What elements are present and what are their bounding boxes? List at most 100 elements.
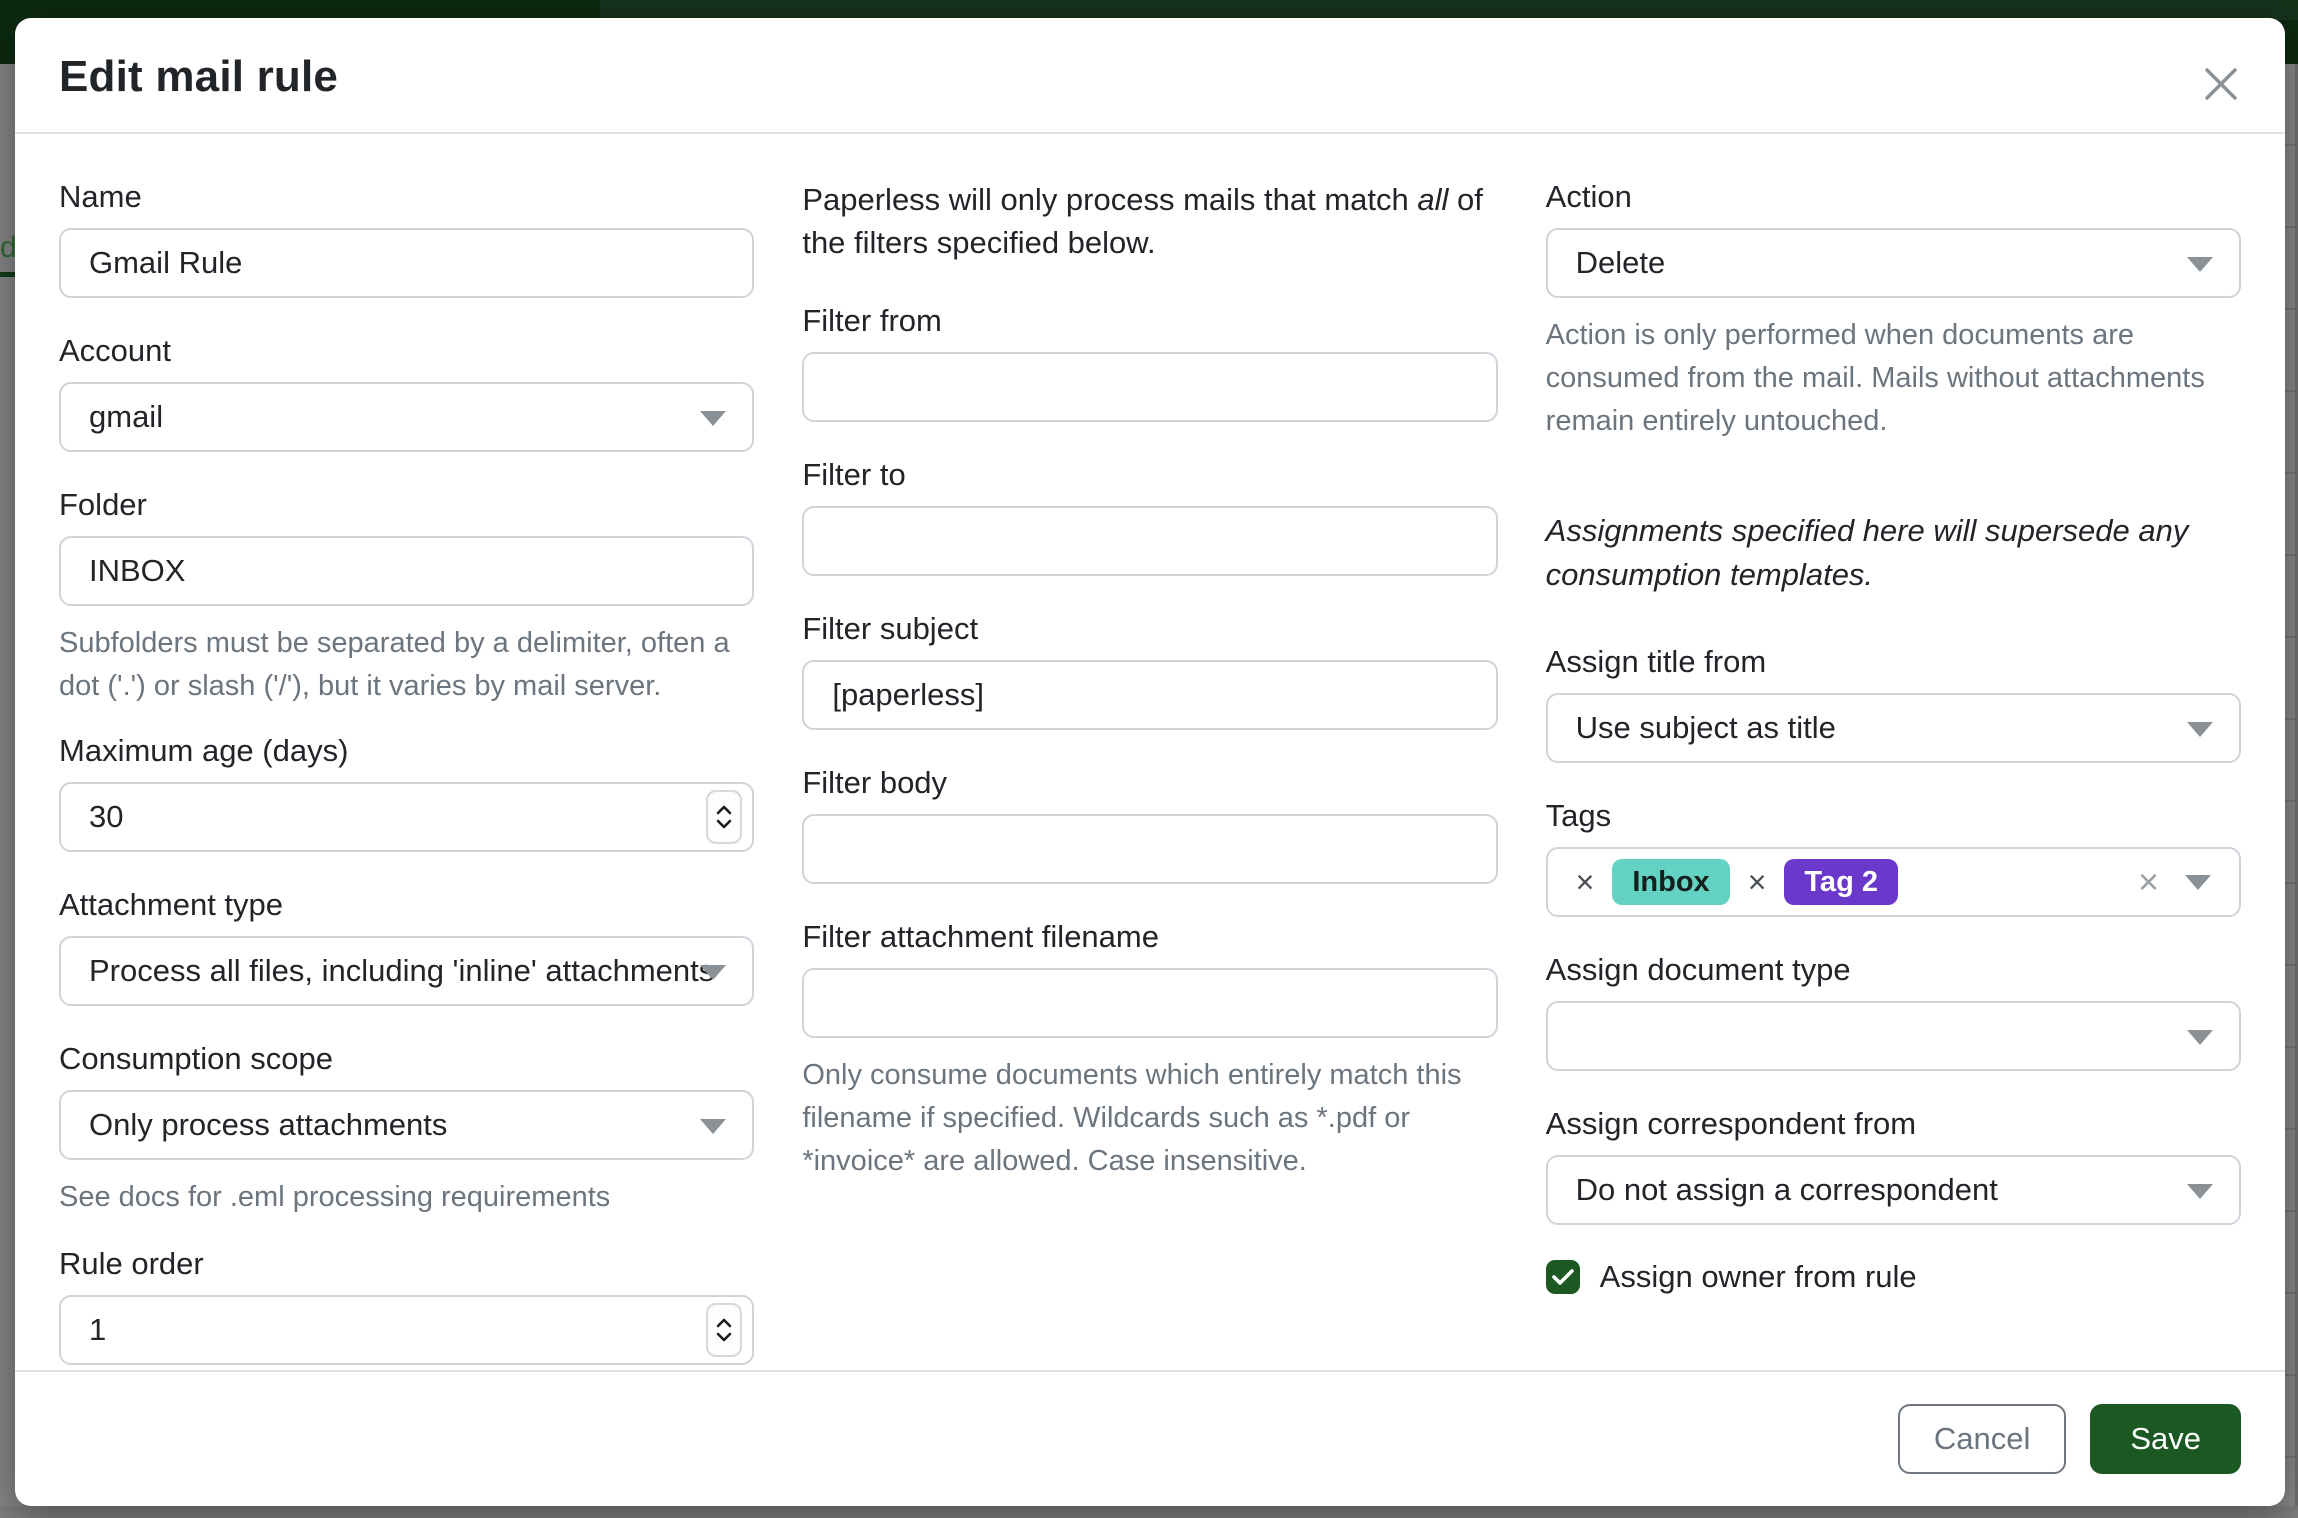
remove-tag-icon[interactable]: × xyxy=(1575,864,1595,900)
action-select[interactable]: Delete xyxy=(1545,228,2241,298)
tag-chip[interactable]: Inbox xyxy=(1612,859,1730,905)
attachment-type-value: Process all files, including 'inline' at… xyxy=(89,953,715,988)
chevron-down-icon xyxy=(2186,1030,2213,1045)
column-filters: Paperless will only process mails that m… xyxy=(802,178,1498,1370)
action-value: Delete xyxy=(1575,245,1666,280)
field-attachment-type: Attachment type Process all files, inclu… xyxy=(59,886,755,1006)
account-label: Account xyxy=(59,333,172,368)
tags-select[interactable]: × Inbox × Tag 2 × xyxy=(1545,847,2241,917)
assign-title-label: Assign title from xyxy=(1545,644,1767,679)
cancel-button[interactable]: Cancel xyxy=(1897,1404,2067,1474)
assign-correspondent-select[interactable]: Do not assign a correspondent xyxy=(1545,1155,2241,1225)
field-assign-correspondent: Assign correspondent from Do not assign … xyxy=(1545,1105,2241,1225)
filters-intro: Paperless will only process mails that m… xyxy=(802,182,1483,260)
chevron-down-icon xyxy=(700,1119,727,1134)
field-filter-body: Filter body xyxy=(802,764,1498,884)
remove-tag-icon[interactable]: × xyxy=(1747,864,1767,900)
account-select[interactable]: gmail xyxy=(59,382,755,452)
field-rule-order: Rule order xyxy=(59,1245,755,1365)
tag-chip[interactable]: Tag 2 xyxy=(1784,859,1898,905)
background-navbar-light-segment xyxy=(600,0,2298,20)
folder-input-wrap xyxy=(59,536,755,606)
consumption-scope-help: See docs for .eml processing requirement… xyxy=(59,1181,611,1213)
filter-to-input[interactable] xyxy=(832,523,1468,559)
close-icon[interactable] xyxy=(2197,60,2245,108)
filter-body-label: Filter body xyxy=(802,765,948,800)
tags-label: Tags xyxy=(1545,798,1612,833)
max-age-input[interactable] xyxy=(89,799,725,835)
background-right-strip xyxy=(2285,64,2298,1518)
tags-controls: × xyxy=(2138,864,2211,900)
dialog-title: Edit mail rule xyxy=(59,52,339,101)
filter-to-label: Filter to xyxy=(802,457,906,492)
folder-help: Subfolders must be separated by a delimi… xyxy=(59,627,730,702)
folder-label: Folder xyxy=(59,487,147,522)
chevron-down-icon xyxy=(2186,1184,2213,1199)
attachment-type-label: Attachment type xyxy=(59,887,284,922)
field-name: Name xyxy=(59,178,755,298)
filter-to-input-wrap xyxy=(802,506,1498,576)
number-stepper[interactable] xyxy=(706,790,743,844)
dialog-footer: Cancel Save xyxy=(15,1370,2285,1506)
assign-title-value: Use subject as title xyxy=(1575,710,1836,745)
rule-order-input[interactable] xyxy=(89,1312,725,1348)
filter-subject-label: Filter subject xyxy=(802,611,979,646)
assign-owner-checkbox[interactable] xyxy=(1545,1260,1580,1294)
clear-tags-icon[interactable]: × xyxy=(2137,861,2159,902)
background-left-strip xyxy=(0,64,15,1518)
name-input-wrap xyxy=(59,228,755,298)
folder-input[interactable] xyxy=(89,553,725,589)
assign-title-select[interactable]: Use subject as title xyxy=(1545,693,2241,763)
save-button[interactable]: Save xyxy=(2090,1404,2241,1474)
field-account: Account gmail xyxy=(59,332,755,452)
assign-correspondent-label: Assign correspondent from xyxy=(1545,1106,1917,1141)
edit-mail-rule-dialog: Edit mail rule Name Account xyxy=(15,18,2285,1506)
dialog-body: Name Account gmail Folder xyxy=(15,134,2285,1370)
filter-from-input[interactable] xyxy=(832,369,1468,405)
max-age-input-wrap xyxy=(59,782,755,852)
field-consumption-scope: Consumption scope Only process attachmen… xyxy=(59,1040,755,1219)
name-label: Name xyxy=(59,179,142,214)
action-label: Action xyxy=(1545,179,1632,214)
consumption-scope-select[interactable]: Only process attachments xyxy=(59,1090,755,1160)
assignments-note: Assignments specified here will supersed… xyxy=(1545,513,2189,592)
field-assign-title: Assign title from Use subject as title xyxy=(1545,643,2241,763)
rule-order-input-wrap xyxy=(59,1295,755,1365)
filter-body-input[interactable] xyxy=(832,831,1468,867)
field-filter-attachment-filename: Filter attachment filename Only consume … xyxy=(802,918,1498,1183)
chevron-down-icon xyxy=(700,965,727,980)
filter-subject-input[interactable] xyxy=(832,677,1468,713)
account-value: gmail xyxy=(89,399,164,434)
field-tags: Tags × Inbox × Tag 2 × xyxy=(1545,797,2241,917)
assign-doc-type-label: Assign document type xyxy=(1545,952,1851,987)
number-stepper[interactable] xyxy=(706,1303,743,1357)
filter-attachment-filename-input-wrap xyxy=(802,968,1498,1038)
assign-owner-label: Assign owner from rule xyxy=(1599,1259,1917,1294)
assign-doc-type-select[interactable] xyxy=(1545,1001,2241,1071)
field-folder: Folder Subfolders must be separated by a… xyxy=(59,486,755,708)
background-left-underline xyxy=(0,272,15,277)
filter-attachment-filename-input[interactable] xyxy=(832,985,1468,1021)
filter-from-label: Filter from xyxy=(802,303,942,338)
field-max-age: Maximum age (days) xyxy=(59,732,755,852)
action-help: Action is only performed when documents … xyxy=(1545,319,2205,437)
chevron-down-icon xyxy=(2184,874,2211,890)
filter-attachment-filename-label: Filter attachment filename xyxy=(802,919,1159,954)
assign-owner-row: Assign owner from rule xyxy=(1545,1259,2241,1295)
filter-subject-input-wrap xyxy=(802,660,1498,730)
attachment-type-select[interactable]: Process all files, including 'inline' at… xyxy=(59,936,755,1006)
chevron-down-icon xyxy=(2186,722,2213,737)
consumption-scope-label: Consumption scope xyxy=(59,1041,333,1076)
field-action: Action Delete Action is only performed w… xyxy=(1545,178,2241,443)
name-input[interactable] xyxy=(89,245,725,281)
consumption-scope-value: Only process attachments xyxy=(89,1107,448,1142)
field-filter-subject: Filter subject xyxy=(802,610,1498,730)
max-age-label: Maximum age (days) xyxy=(59,733,349,768)
rule-order-label: Rule order xyxy=(59,1246,204,1281)
filter-body-input-wrap xyxy=(802,814,1498,884)
background-bottom-strip xyxy=(0,1506,2298,1518)
field-assign-doc-type: Assign document type xyxy=(1545,951,2241,1071)
dialog-header: Edit mail rule xyxy=(15,18,2285,134)
field-filter-to: Filter to xyxy=(802,456,1498,576)
